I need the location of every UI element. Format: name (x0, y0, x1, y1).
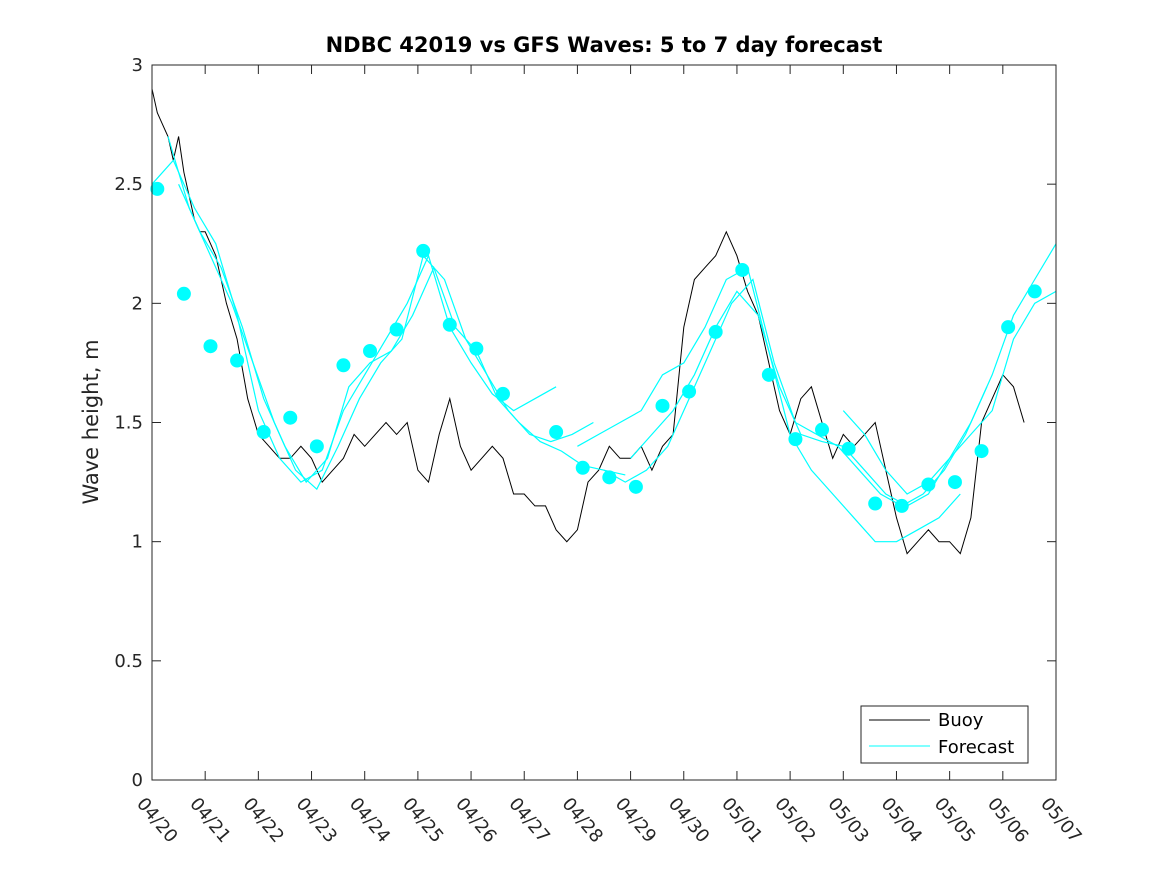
forecast-point (655, 398, 670, 413)
legend-buoy-label: Buoy (938, 710, 984, 731)
forecast-points (150, 181, 1042, 513)
forecast-point (1001, 320, 1016, 335)
forecast-point (628, 479, 643, 494)
y-tick-label: 2.5 (114, 174, 143, 195)
forecast-point (921, 477, 936, 492)
y-tick-label: 2 (132, 293, 143, 314)
y-axis-label: Wave height, m (79, 339, 103, 504)
y-tick-label: 0 (132, 770, 143, 791)
forecast-point (363, 344, 378, 358)
x-tick-label: 05/07 (1036, 794, 1085, 847)
chart-title: NDBC 42019 vs GFS Waves: 5 to 7 day fore… (326, 33, 883, 57)
x-tick-label: 04/29 (611, 794, 660, 847)
y-tick-label: 3 (132, 55, 143, 76)
forecast-point (230, 353, 245, 368)
forecast-point (947, 475, 962, 490)
forecast-point (815, 422, 830, 437)
x-tick-label: 05/03 (823, 794, 872, 847)
forecast-point (575, 460, 590, 475)
forecast-point (868, 496, 883, 511)
plot-frame (151, 64, 1057, 781)
forecast-point (203, 339, 218, 354)
x-tick-label: 04/27 (504, 794, 553, 847)
forecast-point (841, 441, 856, 456)
forecast-point (682, 384, 697, 399)
forecast-point (416, 243, 431, 258)
forecast-point (602, 470, 617, 485)
forecast-point (495, 386, 510, 401)
forecast-point (256, 425, 271, 440)
x-tick-label: 05/06 (983, 794, 1032, 847)
forecast-point (894, 498, 909, 513)
y-tick-label: 1 (132, 532, 143, 553)
buoy-line (151, 88, 1025, 555)
forecast-point (283, 410, 298, 425)
forecast-point (336, 358, 351, 373)
forecast-point (469, 341, 484, 356)
y-tick-label: 0.5 (114, 651, 143, 672)
forecast-point (549, 425, 564, 440)
x-tick-label: 05/05 (930, 794, 979, 847)
forecast-point (176, 286, 191, 301)
x-tick-label: 04/22 (239, 794, 288, 847)
forecast-point (708, 324, 723, 339)
forecast-run-line (151, 159, 557, 483)
x-tick-label: 04/20 (132, 794, 181, 847)
y-tick-label: 1.5 (114, 413, 143, 434)
forecast-point (735, 262, 750, 277)
x-tick-label: 04/23 (292, 794, 341, 847)
x-tick-label: 05/01 (717, 794, 766, 847)
x-tick-label: 04/21 (185, 794, 234, 847)
forecast-point (389, 322, 404, 337)
forecast-run-line (842, 290, 1057, 495)
x-tick-label: 04/26 (451, 794, 500, 847)
legend: Buoy Forecast (860, 705, 1029, 764)
forecast-point (974, 444, 989, 459)
legend-box (860, 705, 1029, 764)
x-tick-label: 04/30 (664, 794, 713, 847)
forecast-point (150, 181, 165, 196)
forecast-point (309, 439, 324, 454)
x-tick-label: 05/04 (877, 794, 926, 847)
forecast-point (788, 432, 803, 447)
x-tick-label: 04/25 (398, 794, 447, 847)
forecast-runs (151, 136, 1057, 543)
plot-area (152, 65, 1056, 780)
x-tick-label: 04/28 (558, 794, 607, 847)
x-tick-label: 05/02 (770, 794, 819, 847)
x-tick-label: 04/24 (345, 794, 394, 847)
forecast-point (1027, 284, 1042, 299)
buoy-series (151, 88, 1025, 555)
forecast-point (761, 367, 776, 382)
legend-forecast-label: Forecast (938, 737, 1014, 758)
forecast-point (442, 317, 457, 332)
